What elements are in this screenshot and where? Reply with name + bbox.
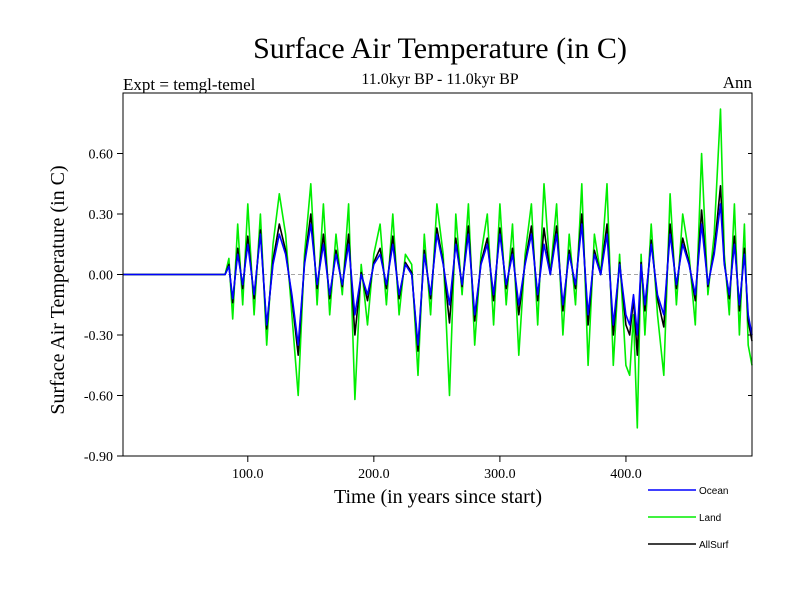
x-tick-label: 100.0 — [232, 467, 264, 482]
experiment-label: Expt = temgl-temel — [123, 75, 256, 94]
legend-label-allsurf: AllSurf — [699, 540, 729, 551]
y-tick-label: -0.60 — [84, 390, 113, 405]
x-tick-label: 200.0 — [358, 467, 390, 482]
series-layer — [123, 108, 753, 429]
x-axis-label: Time (in years since start) — [334, 486, 542, 508]
y-tick-label: 0.60 — [89, 148, 114, 163]
y-tick-label: -0.30 — [84, 329, 113, 344]
legend: Ocean Land AllSurf — [648, 486, 729, 551]
x-tick-label: 400.0 — [610, 467, 642, 482]
y-tick-label: 0.30 — [89, 208, 114, 223]
legend-label-ocean: Ocean — [699, 486, 728, 497]
y-tick-label: -0.90 — [84, 450, 113, 465]
chart-title: Surface Air Temperature (in C) — [253, 32, 627, 65]
chart-subtitle: 11.0kyr BP - 11.0kyr BP — [361, 71, 518, 88]
legend-label-land: Land — [699, 513, 721, 524]
series-line-land — [123, 108, 753, 429]
series-line-ocean — [123, 203, 753, 346]
y-tick-label: 0.00 — [89, 269, 114, 284]
y-axis-label: Surface Air Temperature (in C) — [47, 165, 69, 414]
axis-layer: -0.90 -0.60 -0.30 0.00 0.30 0.60 100.0 200.0 300… — [84, 148, 752, 482]
season-label: Ann — [723, 73, 753, 92]
x-tick-label: 300.0 — [484, 467, 516, 482]
